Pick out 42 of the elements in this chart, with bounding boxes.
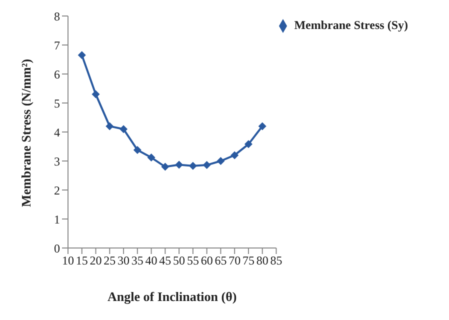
point xyxy=(230,151,239,160)
y-axis-title: Membrane Stress (N/mm²) xyxy=(18,58,34,207)
y-tick-label: 4 xyxy=(54,125,60,140)
legend-label: Membrane Stress (Sy) xyxy=(294,18,408,32)
point xyxy=(147,154,156,162)
x-tick-label: 35 xyxy=(131,254,144,268)
y-tick-label: 0 xyxy=(54,241,60,256)
point xyxy=(78,51,86,60)
x-tick-label: 30 xyxy=(118,254,130,268)
x-tick-label: 50 xyxy=(173,254,186,268)
x-tick-label: 20 xyxy=(90,254,102,268)
x-tick-label: 65 xyxy=(214,254,227,268)
point xyxy=(202,161,211,170)
x-tick-label: 25 xyxy=(104,254,116,268)
y-tick-label: 2 xyxy=(54,183,60,198)
y-tick-label: 7 xyxy=(54,38,60,52)
point xyxy=(161,162,170,171)
x-tick-label: 75 xyxy=(242,254,254,268)
y-tick-label: 6 xyxy=(54,67,60,82)
x-tick-label: 45 xyxy=(159,254,172,268)
point xyxy=(258,122,266,130)
point xyxy=(92,90,100,98)
point xyxy=(133,146,142,154)
point xyxy=(188,162,197,170)
x-tick-label: 10 xyxy=(62,254,74,268)
y-tick-label: 8 xyxy=(54,9,60,24)
x-tick-label: 70 xyxy=(228,254,241,268)
x-tick-label: 40 xyxy=(145,254,158,268)
point xyxy=(216,157,225,165)
x-tick-label: 80 xyxy=(256,254,268,268)
x-tick-label: 60 xyxy=(200,254,213,268)
y-tick-label: 5 xyxy=(54,96,60,110)
point xyxy=(120,125,128,134)
y-tick-label: 1 xyxy=(54,212,60,226)
point xyxy=(106,122,114,130)
x-tick-label: 55 xyxy=(186,254,199,268)
x-tick-label: 15 xyxy=(76,254,88,268)
y-tick-label: 3 xyxy=(54,154,60,168)
x-axis-title: Angle of Inclination (θ) xyxy=(108,289,237,304)
point xyxy=(244,140,252,148)
point xyxy=(175,160,184,169)
x-tick-label: 85 xyxy=(270,254,282,268)
